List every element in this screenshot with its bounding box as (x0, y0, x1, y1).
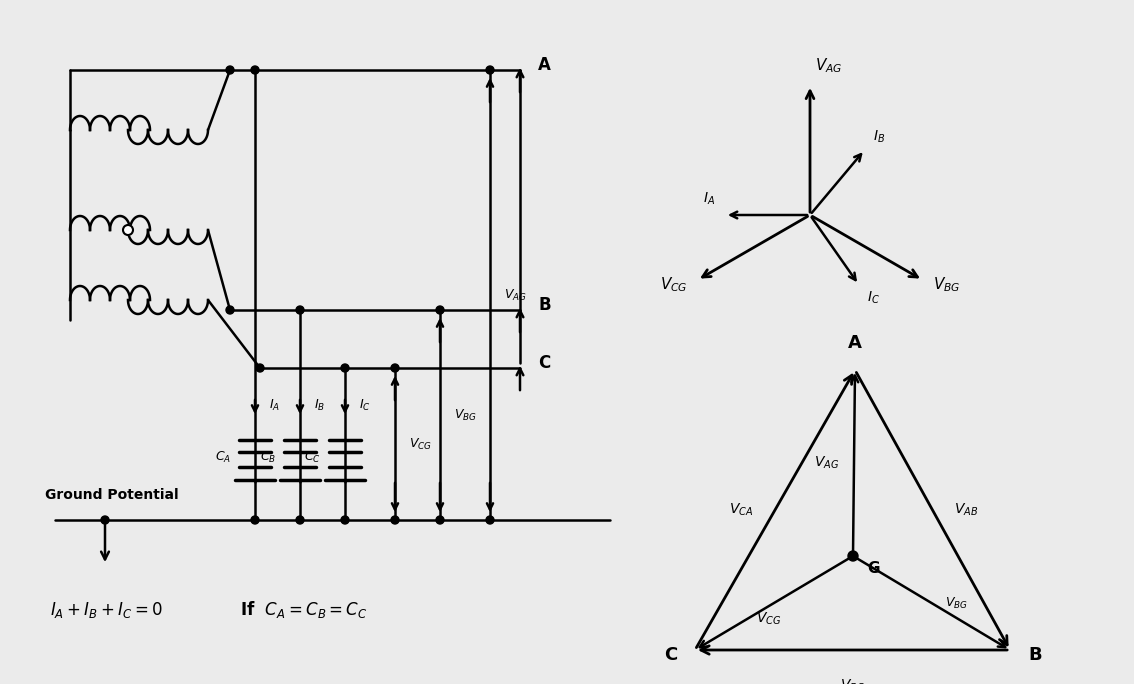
Circle shape (341, 516, 349, 524)
Text: B: B (538, 296, 551, 314)
Text: $I_B$: $I_B$ (314, 397, 325, 412)
Text: $V_{AG}$: $V_{AG}$ (815, 56, 843, 75)
Text: $C_C$: $C_C$ (304, 449, 321, 464)
Circle shape (848, 551, 858, 561)
Text: $V_{BG}$: $V_{BG}$ (945, 596, 968, 611)
Text: $C_A$: $C_A$ (214, 449, 231, 464)
Text: $V_{CG}$: $V_{CG}$ (756, 611, 781, 627)
Text: $I_A$: $I_A$ (703, 191, 716, 207)
Circle shape (226, 66, 234, 74)
Circle shape (226, 306, 234, 314)
Circle shape (256, 364, 264, 372)
Text: Ground Potential: Ground Potential (45, 488, 179, 502)
Text: $V_{BG}$: $V_{BG}$ (454, 408, 477, 423)
Circle shape (296, 306, 304, 314)
Text: A: A (848, 334, 862, 352)
Text: If  $C_A = C_B = C_C$: If $C_A = C_B = C_C$ (240, 599, 367, 620)
Text: $V_{AB}$: $V_{AB}$ (954, 502, 979, 518)
Circle shape (435, 516, 445, 524)
Circle shape (251, 66, 259, 74)
Text: $I_B$: $I_B$ (873, 129, 885, 145)
Circle shape (101, 516, 109, 524)
Text: G: G (868, 561, 880, 576)
Circle shape (486, 66, 494, 74)
Text: $V_{BC}$: $V_{BC}$ (839, 678, 864, 684)
Text: $V_{CA}$: $V_{CA}$ (729, 502, 753, 518)
Text: $C_B$: $C_B$ (260, 449, 276, 464)
Circle shape (435, 306, 445, 314)
Text: $I_A$: $I_A$ (269, 397, 280, 412)
Circle shape (341, 364, 349, 372)
Circle shape (486, 516, 494, 524)
Circle shape (251, 516, 259, 524)
Text: $V_{AG}$: $V_{AG}$ (814, 455, 839, 471)
Text: $V_{CG}$: $V_{CG}$ (660, 276, 687, 294)
Text: $I_C$: $I_C$ (866, 289, 880, 306)
Text: C: C (663, 646, 677, 664)
Circle shape (122, 225, 133, 235)
Text: $V_{BG}$: $V_{BG}$ (932, 276, 960, 294)
Text: A: A (538, 56, 551, 74)
Circle shape (391, 516, 399, 524)
Text: $I_A+I_B+I_C = 0$: $I_A+I_B+I_C = 0$ (50, 600, 163, 620)
Text: B: B (1029, 646, 1042, 664)
Text: $I_C$: $I_C$ (359, 397, 371, 412)
Circle shape (391, 364, 399, 372)
Circle shape (296, 516, 304, 524)
Text: $V_{AG}$: $V_{AG}$ (503, 287, 527, 302)
Text: C: C (538, 354, 550, 372)
Text: $V_{CG}$: $V_{CG}$ (409, 436, 432, 451)
